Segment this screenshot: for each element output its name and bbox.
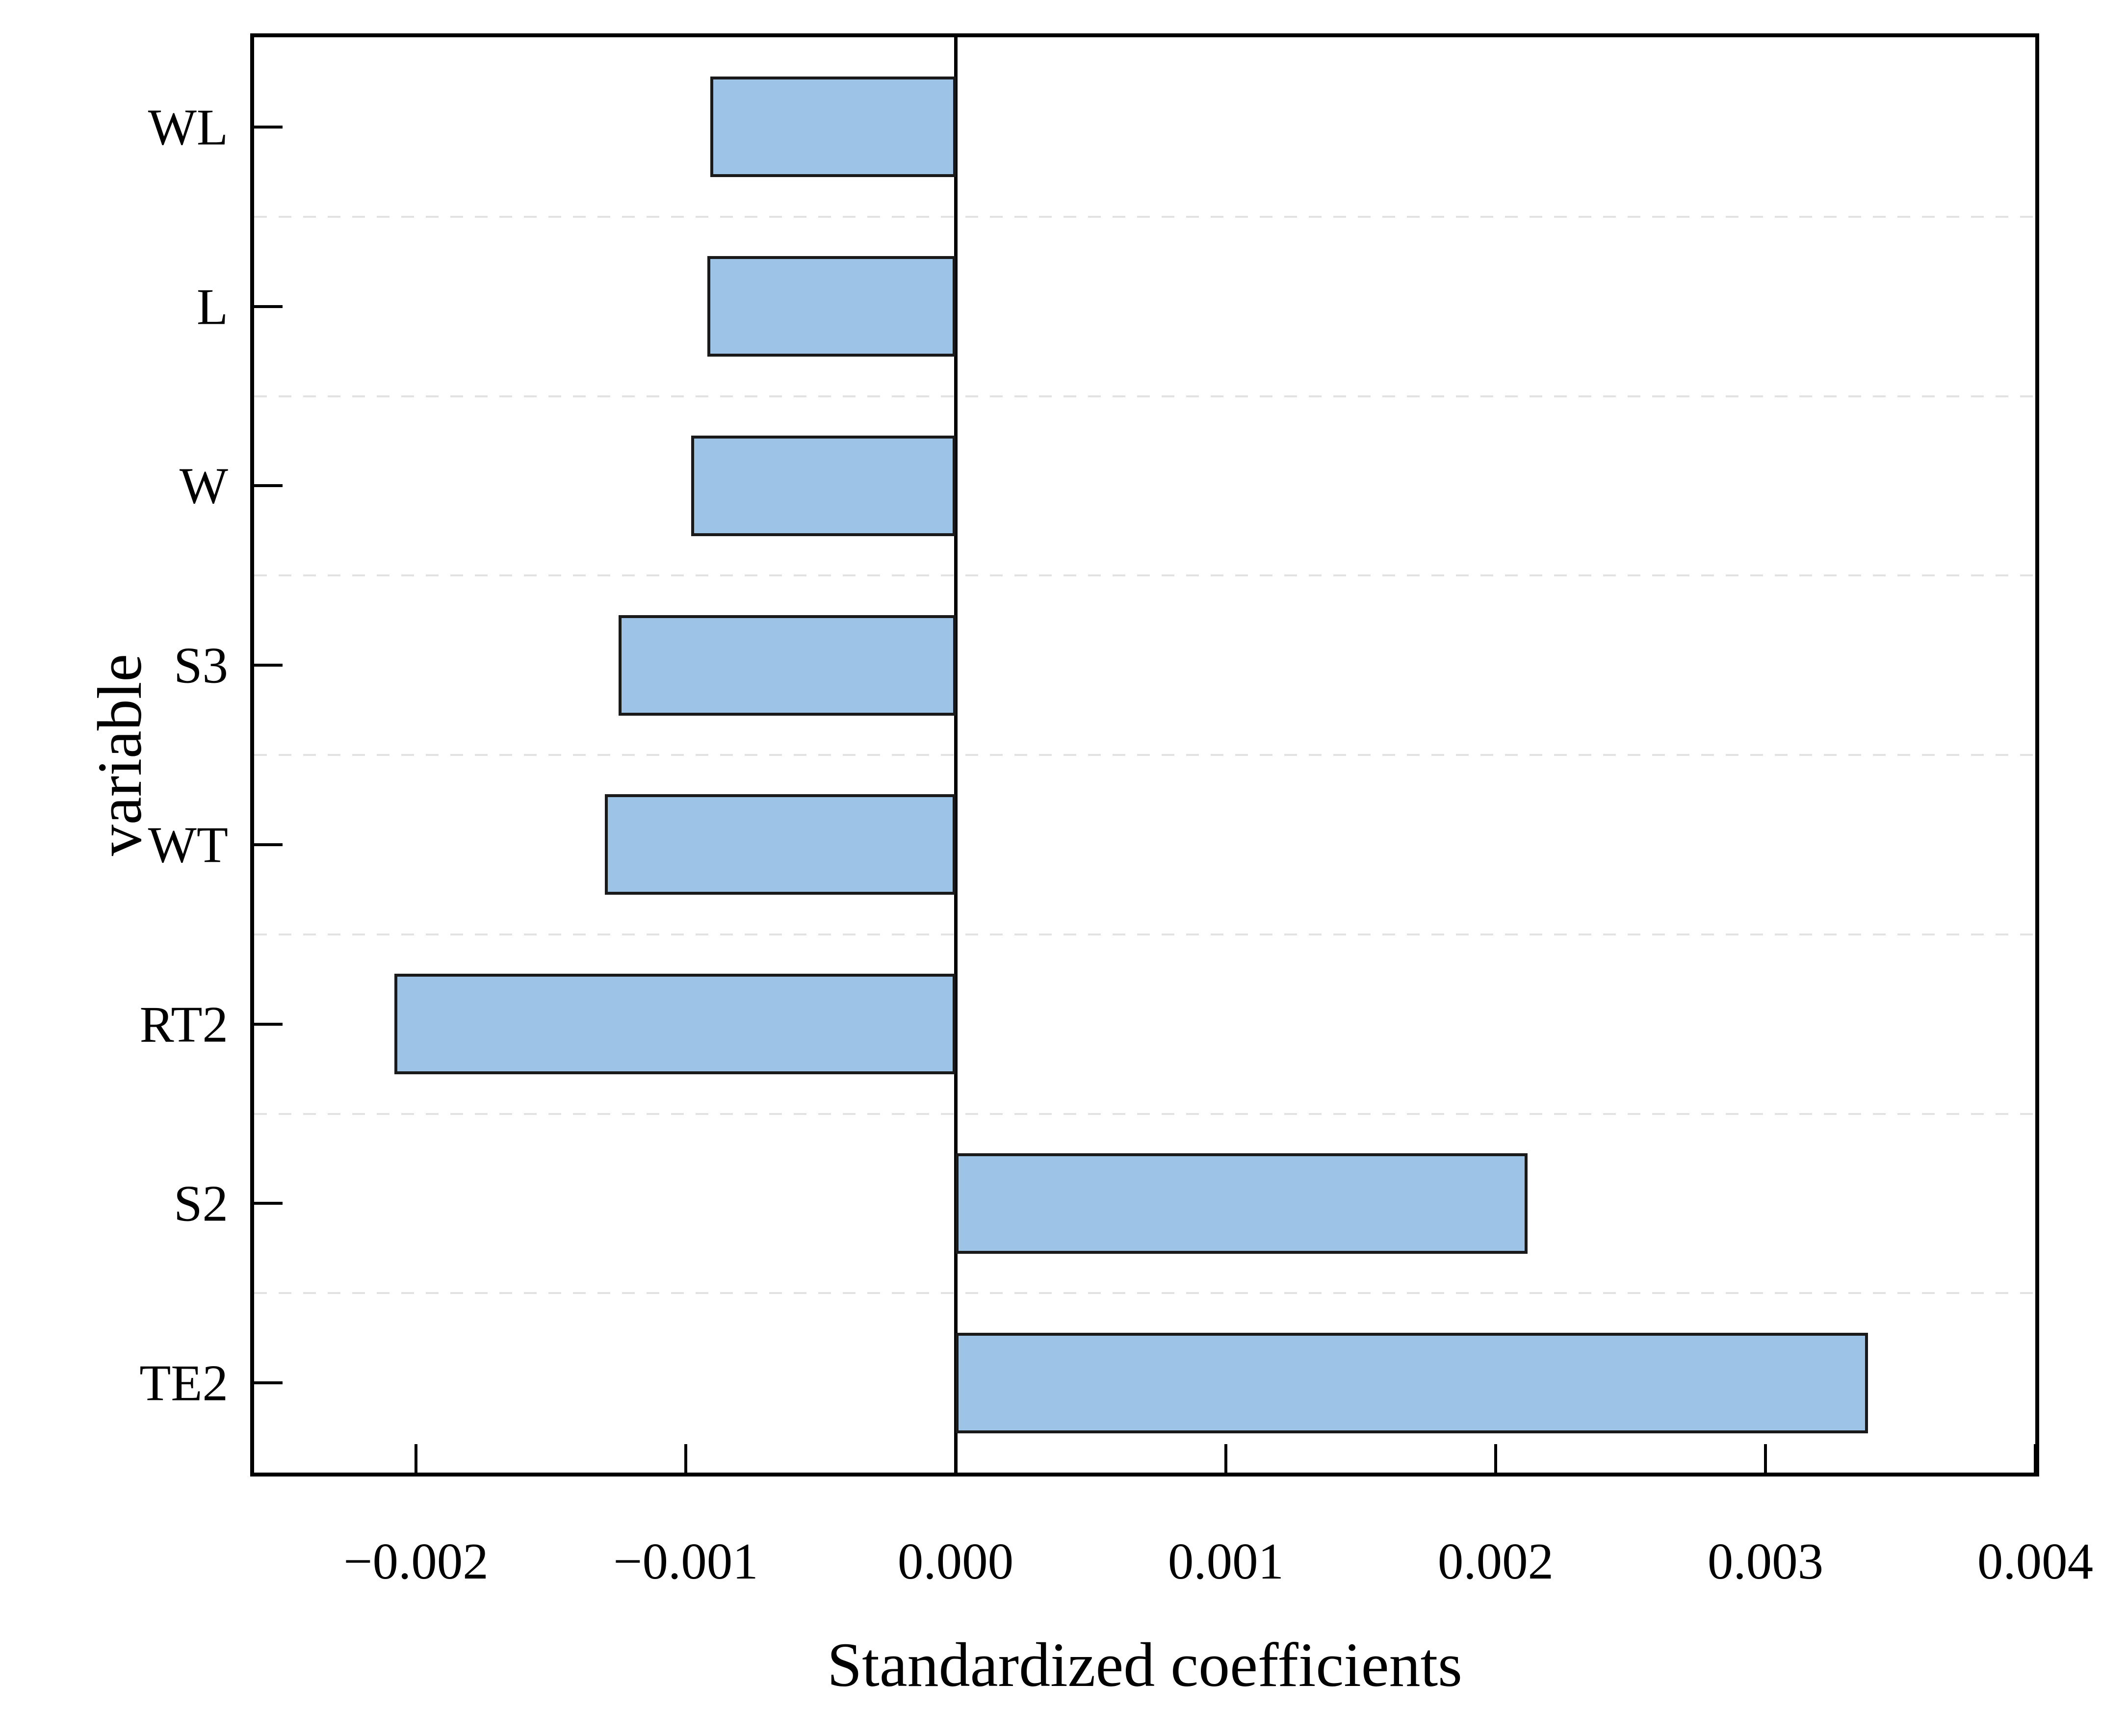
y-tick-label-L: L: [196, 278, 228, 336]
x-tick-label: 0.003: [1707, 1532, 1824, 1590]
x-tick-label: 0.001: [1167, 1532, 1284, 1590]
y-tick: [254, 126, 283, 129]
y-tick-label-WT: WT: [148, 816, 228, 874]
grid-line: [254, 754, 2035, 756]
x-axis-title: Standardized coefficients: [827, 1630, 1462, 1700]
x-tick: [1764, 1444, 1767, 1473]
bar-WL: [710, 77, 956, 177]
x-tick: [684, 1444, 687, 1473]
y-tick-label-S3: S3: [174, 636, 228, 694]
y-tick: [254, 1023, 283, 1026]
x-tick-label: 0.002: [1437, 1532, 1554, 1590]
x-tick-label: −0.002: [343, 1532, 489, 1590]
y-tick-label-TE2: TE2: [139, 1354, 228, 1412]
x-tick-label: 0.004: [1977, 1532, 2094, 1590]
y-tick: [254, 484, 283, 487]
x-tick: [415, 1444, 417, 1473]
zero-axis-line: [954, 37, 958, 1473]
grid-line: [254, 933, 2035, 935]
x-tick-label: −0.001: [613, 1532, 758, 1590]
bar-WT: [605, 794, 956, 895]
plot-area: [250, 33, 2039, 1477]
grid-line: [254, 216, 2035, 218]
y-tick: [254, 1381, 283, 1384]
y-tick: [254, 1202, 283, 1205]
y-tick-label-RT2: RT2: [139, 995, 228, 1053]
y-tick-label-S2: S2: [174, 1174, 228, 1232]
bar-S3: [619, 615, 956, 716]
grid-line: [254, 1292, 2035, 1294]
grid-line: [254, 1113, 2035, 1115]
bar-TE2: [956, 1333, 1868, 1433]
x-tick: [1224, 1444, 1227, 1473]
y-tick-label-W: W: [179, 457, 228, 515]
x-tick-label: 0.000: [897, 1532, 1014, 1590]
bar-RT2: [394, 974, 956, 1074]
grid-line: [254, 574, 2035, 576]
bar-S2: [956, 1153, 1528, 1254]
x-tick: [1494, 1444, 1497, 1473]
y-tick-label-WL: WL: [148, 98, 228, 156]
y-tick: [254, 664, 283, 667]
x-tick: [2034, 1444, 2037, 1473]
bar-W: [691, 436, 956, 536]
y-tick: [254, 843, 283, 846]
grid-line: [254, 395, 2035, 397]
bar-L: [707, 256, 956, 357]
y-tick: [254, 305, 283, 308]
